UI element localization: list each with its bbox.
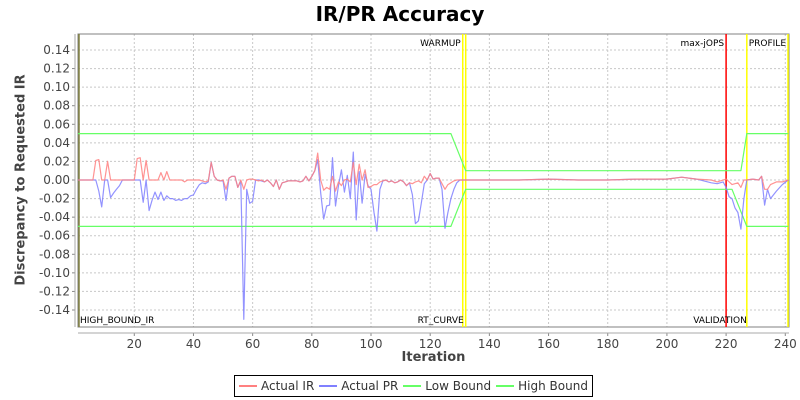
y-tick-label: 0.10 — [43, 80, 70, 94]
y-tick-label: -0.04 — [39, 210, 70, 224]
y-tick-label: -0.08 — [39, 247, 70, 261]
y-tick-label: 0.04 — [43, 136, 70, 150]
legend-swatch-low-bound — [403, 385, 422, 387]
legend: Actual IR Actual PR Low Bound High Bound — [234, 375, 593, 397]
legend-swatch-high-bound — [496, 385, 515, 387]
x-tick-label: 60 — [245, 337, 260, 351]
legend-swatch-actual-pr — [319, 385, 338, 387]
legend-label: Actual PR — [341, 379, 399, 393]
legend-label: Low Bound — [425, 379, 492, 393]
legend-item-actual-ir: Actual IR — [239, 379, 314, 393]
phase-marker-label: max-jOPS — [681, 39, 725, 49]
legend-swatch-actual-ir — [239, 385, 257, 387]
legend-label: High Bound — [518, 379, 588, 393]
data-series — [78, 133, 789, 320]
legend-item-low-bound: Low Bound — [403, 379, 491, 393]
y-tick-label: 0.06 — [43, 117, 70, 131]
x-tick-label: 220 — [715, 337, 738, 351]
phase-marker-label: WARMUP — [420, 39, 461, 49]
y-tick-label: 0.02 — [43, 154, 70, 168]
phase-marker-label: RT_CURVE — [418, 316, 464, 326]
x-tick-label: 180 — [596, 337, 619, 351]
legend-label: Actual IR — [261, 379, 315, 393]
y-tick-label: -0.14 — [39, 303, 70, 317]
plot-border — [77, 33, 790, 328]
x-tick-label: 160 — [537, 337, 560, 351]
y-tick-label: -0.06 — [39, 229, 70, 243]
y-tick-label: -0.02 — [39, 192, 70, 206]
x-tick-label: 80 — [304, 337, 319, 351]
y-tick-label: 0.08 — [43, 99, 70, 113]
x-tick-label: 100 — [360, 337, 383, 351]
legend-item-high-bound: High Bound — [496, 379, 588, 393]
x-axis-label: Iteration — [401, 350, 466, 365]
x-tick-label: 120 — [419, 337, 442, 351]
phase-marker-labels: WARMUP RT_CURVE max-jOPS VALIDATION PROFILE H… — [80, 39, 786, 326]
y-tick-label: -0.10 — [39, 266, 70, 280]
grid-lines — [78, 34, 789, 327]
series-high-bound-line — [78, 133, 789, 172]
x-tick-label: 240 — [774, 337, 797, 351]
phase-marker-label: HIGH_BOUND_IR — [80, 316, 154, 326]
y-tick-label: 0.00 — [43, 173, 70, 187]
phase-marker-label: PROFILE — [749, 39, 787, 49]
chart-title: IR/PR Accuracy — [315, 2, 485, 26]
y-tick-label: -0.12 — [39, 284, 70, 298]
x-tick-label: 20 — [127, 337, 142, 351]
x-tick-label: 40 — [186, 337, 201, 351]
series-actual-ir-line — [78, 152, 789, 192]
phase-marker-label: VALIDATION — [693, 316, 747, 326]
x-tick-label: 200 — [655, 337, 678, 351]
y-tick-label: 0.14 — [43, 43, 70, 57]
x-tick-label: 140 — [478, 337, 501, 351]
y-tick-label: 0.12 — [43, 62, 70, 76]
axes: 20 40 60 80 100 120 140 160 180 200 220 240 -0.14 -0.… — [39, 33, 797, 351]
legend-item-actual-pr: Actual PR — [319, 379, 398, 393]
